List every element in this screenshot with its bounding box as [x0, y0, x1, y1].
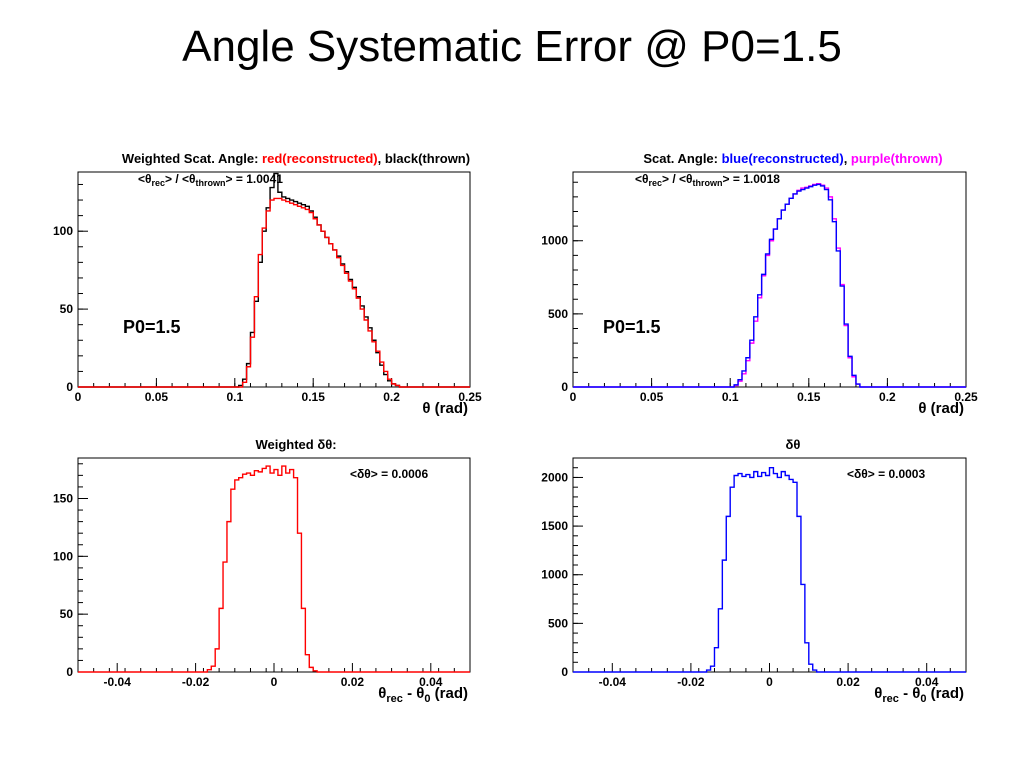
- x-tick-label: 0.15: [797, 390, 821, 404]
- histogram-series-1: [573, 467, 966, 673]
- annotation-text: > = 1.0041: [226, 172, 284, 186]
- x-tick-label: 0.05: [640, 390, 664, 404]
- chart-title-part: δθ:: [317, 437, 336, 452]
- chart-title: δθ: [786, 437, 801, 452]
- annotation-sub: rec: [649, 178, 663, 188]
- chart-title-part: Weighted Scat. Angle:: [122, 151, 262, 166]
- plot-frame: [572, 171, 967, 388]
- x-tick-label: -0.02: [182, 675, 210, 689]
- y-tick-label: 0: [561, 380, 568, 394]
- chart-title-part: blue(reconstructed): [722, 151, 844, 166]
- x-tick-label: 0.25: [458, 390, 482, 404]
- chart-annotation: <δθ> = 0.0006: [350, 467, 428, 481]
- xlabel-text: (rad): [431, 685, 469, 702]
- xlabel-sub: 0: [920, 693, 926, 705]
- x-tick-label: -0.02: [677, 675, 705, 689]
- y-tick-label: 1000: [541, 234, 568, 248]
- histogram-series-1: [78, 172, 470, 388]
- plot-frame: [77, 457, 471, 673]
- x-tick-label: 0.04: [915, 675, 939, 689]
- plot-frame: [572, 457, 967, 673]
- x-tick-label: 0.25: [954, 390, 978, 404]
- xlabel-text: θ: [378, 685, 386, 702]
- chart-title-part: purple(thrown): [851, 151, 943, 166]
- y-tick-label: 500: [548, 616, 568, 630]
- xlabel-text: θ: [874, 685, 882, 702]
- chart-annotation: <θrec> / <θthrown> = 1.0018: [635, 172, 780, 188]
- histogram-series-1: [78, 465, 470, 673]
- x-tick-label: 0: [75, 390, 82, 404]
- chart-title: Scat. Angle: blue(reconstructed), purple…: [643, 151, 942, 166]
- annotation-text: > = 1.0018: [723, 172, 781, 186]
- x-tick-label: 0.02: [341, 675, 365, 689]
- chart-title-part: red(reconstructed): [262, 151, 378, 166]
- x-tick-label: -0.04: [599, 675, 627, 689]
- annotation-sub: thrown: [693, 178, 723, 188]
- chart-panel-3: -0.04 -0.02 0 0.02 0.04 0 50 100 150 Weighted δθ:…: [53, 437, 471, 705]
- chart-title: Weighted δθ:: [255, 437, 336, 452]
- y-tick-label: 100: [53, 549, 73, 563]
- x-tick-label: 0.04: [419, 675, 443, 689]
- p0-label: P0=1.5: [123, 317, 181, 337]
- y-tick-label: 0: [561, 665, 568, 679]
- chart-title-part: ,: [844, 151, 851, 166]
- annotation-text: <θ: [635, 172, 649, 186]
- x-tick-label: 0.02: [836, 675, 860, 689]
- x-tick-label: 0.2: [383, 390, 400, 404]
- y-tick-label: 0: [66, 665, 73, 679]
- chart-title-part: δθ: [786, 437, 801, 452]
- x-tick-label: 0: [271, 675, 278, 689]
- annotation-text: <θ: [138, 172, 152, 186]
- annotation-sub: rec: [152, 178, 166, 188]
- chart-annotation: <δθ> = 0.0003: [847, 467, 925, 481]
- annotation-text: <δθ> = 0.0003: [847, 467, 925, 481]
- chart-title: Weighted Scat. Angle: red(reconstructed)…: [122, 151, 470, 166]
- y-tick-label: 1000: [541, 568, 568, 582]
- x-tick-label: 0: [570, 390, 577, 404]
- chart-panel-4: -0.04 -0.02 0 0.02 0.04 0 500 1000 1500 2000 δθ <δθ…: [541, 437, 967, 705]
- y-tick-label: 2000: [541, 470, 568, 484]
- xlabel-text: - θ: [403, 685, 424, 702]
- histogram-series-1: [573, 183, 966, 388]
- chart-title-part: , black(thrown): [378, 151, 470, 166]
- x-tick-label: 0.15: [302, 390, 326, 404]
- x-tick-label: 0.1: [722, 390, 739, 404]
- x-axis-label: θrec - θ0 (rad): [874, 685, 964, 705]
- xlabel-sub: 0: [424, 693, 430, 705]
- chart-panel-1: 0 0.05 0.1 0.15 0.2 0.25 0 50 100 Weighted Scat. …: [53, 151, 482, 417]
- histogram-series-2: [573, 183, 966, 388]
- x-axis-label: θ (rad): [422, 400, 468, 417]
- chart-annotation: <θrec> / <θthrown> = 1.0041: [138, 172, 283, 188]
- chart-panel-2: 0 0.05 0.1 0.15 0.2 0.25 0 500 1000 Scat. Angle: …: [541, 151, 978, 417]
- annotation-text: <δθ> = 0.0006: [350, 467, 428, 481]
- xlabel-sub: rec: [386, 693, 403, 705]
- y-tick-label: 50: [60, 607, 74, 621]
- chart-title-part: Weighted: [255, 437, 317, 452]
- xlabel-sub: rec: [882, 693, 899, 705]
- x-axis-label: θrec - θ0 (rad): [378, 685, 468, 705]
- y-tick-label: 100: [53, 224, 73, 238]
- x-tick-label: 0.1: [226, 390, 243, 404]
- y-tick-label: 500: [548, 307, 568, 321]
- annotation-text: > / <θ: [165, 172, 196, 186]
- x-tick-label: 0: [766, 675, 773, 689]
- x-axis-label: θ (rad): [918, 400, 964, 417]
- p0-label: P0=1.5: [603, 317, 661, 337]
- x-tick-label: 0.05: [145, 390, 169, 404]
- histogram-series-2: [78, 197, 470, 388]
- plot-frame: [77, 171, 471, 388]
- x-tick-label: -0.04: [104, 675, 132, 689]
- annotation-sub: thrown: [196, 178, 226, 188]
- xlabel-text: (rad): [927, 685, 965, 702]
- chart-title-part: Scat. Angle:: [643, 151, 721, 166]
- x-tick-label: 0.2: [879, 390, 896, 404]
- y-tick-label: 0: [66, 380, 73, 394]
- y-tick-label: 50: [60, 302, 74, 316]
- xlabel-text: - θ: [899, 685, 920, 702]
- y-tick-label: 150: [53, 491, 73, 505]
- annotation-text: > / <θ: [662, 172, 693, 186]
- slide-title: Angle Systematic Error @ P0=1.5: [182, 22, 842, 71]
- y-tick-label: 1500: [541, 519, 568, 533]
